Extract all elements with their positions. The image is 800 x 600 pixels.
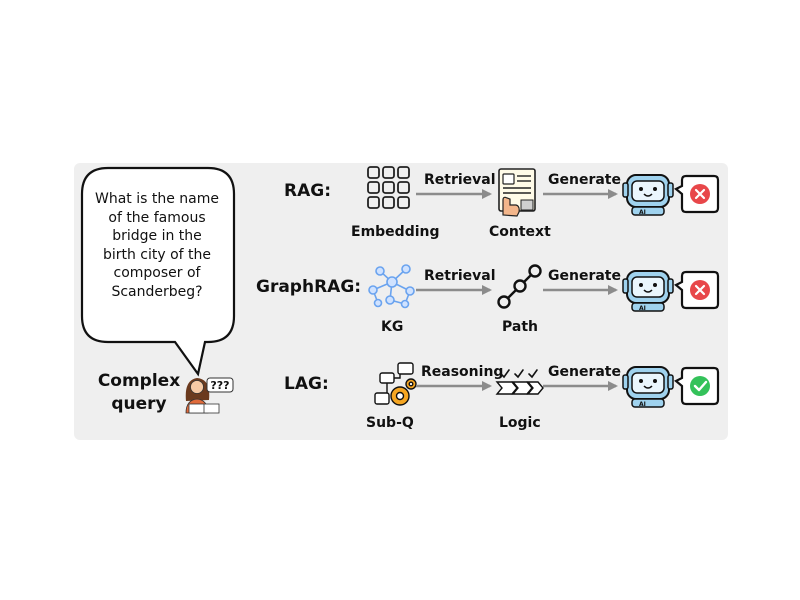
path-icon [497, 264, 542, 309]
sub-question-icon [374, 362, 417, 406]
robot-ai-icon: AI [622, 174, 674, 216]
retrieval-label-1: Retrieval [424, 172, 496, 188]
person-thinking-icon: ??? [185, 377, 234, 414]
embedding-label: Embedding [351, 224, 440, 240]
generate-label-1: Generate [548, 172, 621, 188]
reasoning-label: Reasoning [421, 364, 504, 380]
question-text: What is the name of the famous bridge in… [95, 191, 219, 300]
logic-chain-icon [495, 369, 544, 395]
graphrag-title: GraphRAG: [256, 277, 362, 297]
context-document-icon [498, 168, 536, 217]
knowledge-graph-icon [368, 264, 415, 309]
ai-tag: AI [639, 305, 646, 312]
green-check-icon [674, 366, 720, 406]
person-bubble-text: ??? [210, 379, 229, 392]
generate-label-2: Generate [548, 268, 621, 284]
kg-label: KG [381, 319, 404, 335]
generate-label-3: Generate [548, 364, 621, 380]
rag-title: RAG: [284, 181, 331, 201]
complex-query-label: Complex query [97, 371, 181, 414]
robot-ai-icon: AI [622, 366, 674, 408]
red-x-icon [674, 174, 720, 214]
ai-tag: AI [639, 401, 646, 408]
robot-ai-icon: AI [622, 270, 674, 312]
path-label: Path [502, 319, 538, 335]
context-label: Context [489, 224, 551, 240]
lag-title: LAG: [284, 374, 329, 394]
speech-bubble [80, 166, 236, 377]
logic-label: Logic [499, 415, 541, 431]
sub-q-label: Sub-Q [366, 415, 414, 431]
retrieval-label-2: Retrieval [424, 268, 496, 284]
red-x-icon [674, 270, 720, 310]
embedding-icon [367, 166, 410, 209]
ai-tag: AI [639, 209, 646, 216]
